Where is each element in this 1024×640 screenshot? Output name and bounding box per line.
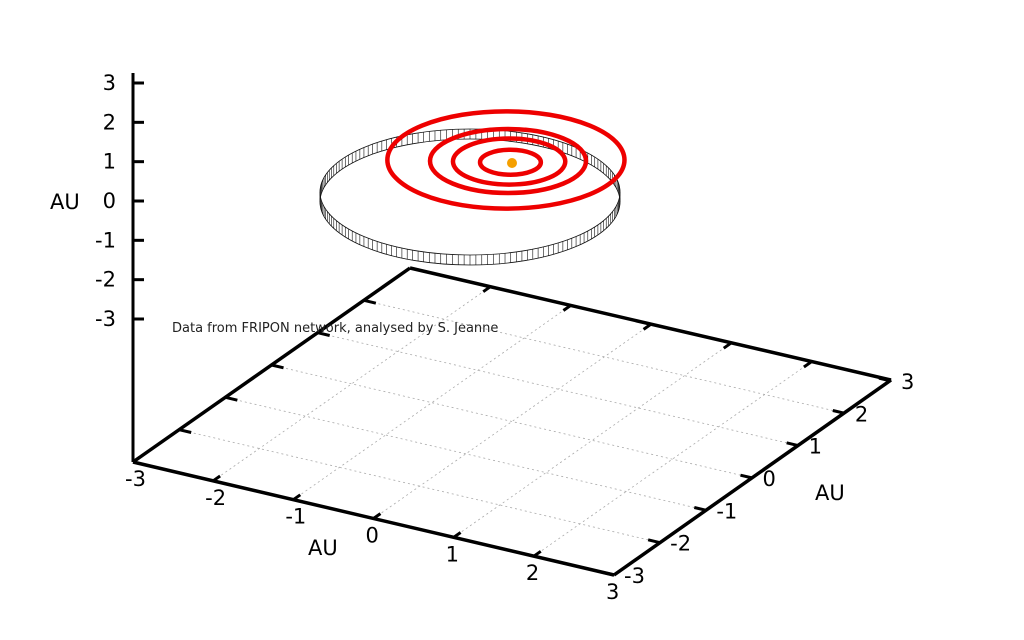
x-tick (212, 474, 221, 483)
grid-line-y (225, 396, 707, 511)
planet-orbit-ellipse (427, 126, 589, 196)
planet-orbit-ellipse (450, 136, 568, 187)
x-tick-label: 3 (606, 580, 619, 604)
x-axis-title: AU (308, 536, 338, 560)
z-tick-label: 0 (103, 189, 116, 213)
axis-ticks (132, 81, 892, 577)
y-tick-label: -2 (670, 532, 691, 556)
x-tick-label: 2 (526, 561, 539, 585)
z-tick-label: -3 (95, 307, 116, 331)
y-tick-label: -3 (624, 564, 645, 588)
z-tick-label: 3 (103, 71, 116, 95)
object-orbit-path (319, 128, 621, 256)
planet-orbit-ellipse (385, 109, 627, 211)
back-edge-tick (803, 360, 812, 369)
z-tick-label: -1 (95, 228, 116, 252)
left-edge-tick (363, 298, 377, 305)
data-credit-note: Data from FRIPON network, analysed by S.… (172, 321, 498, 336)
planet-orbits (385, 109, 627, 211)
x-tick (452, 531, 462, 539)
y-tick-label: 3 (901, 370, 914, 394)
x-tick (532, 550, 542, 558)
y-tick (740, 473, 753, 480)
x-tick (372, 512, 382, 520)
back-edge-tick (482, 285, 492, 293)
left-edge-tick (178, 428, 192, 434)
base-plane-grid (179, 286, 845, 557)
grid-line-x (212, 286, 491, 482)
back-edge-tick (642, 323, 652, 331)
x-tick-label: 0 (366, 524, 379, 548)
x-tick (292, 493, 302, 501)
y-tick (647, 538, 661, 545)
back-edge-tick (562, 304, 572, 312)
z-tick-label: 1 (103, 150, 116, 174)
planet-orbit-ellipse (477, 147, 544, 177)
x-tick-label: 1 (446, 542, 459, 566)
y-tick-label: 2 (855, 402, 868, 426)
y-tick-label: -1 (716, 499, 737, 523)
z-axis-title: AU (50, 190, 80, 214)
grid-line-y (271, 364, 753, 479)
grid-line-y (363, 299, 845, 414)
x-tick (132, 455, 141, 464)
x-tick-label: -3 (125, 467, 146, 491)
sun-marker (507, 158, 517, 168)
grid-line-x (373, 324, 651, 519)
y-tick (693, 506, 707, 512)
back-edge-line (409, 266, 892, 382)
object-orbit-shadow (319, 138, 621, 266)
y-tick (878, 376, 892, 383)
z-tick-label: 2 (103, 110, 116, 134)
left-edge-tick (271, 363, 284, 370)
x-tick-label: -1 (285, 505, 306, 529)
object-orbit (319, 128, 621, 266)
left-edge-tick (317, 331, 331, 337)
y-tick (786, 441, 800, 448)
y-tick (832, 409, 846, 415)
x-tick-label: -2 (205, 486, 226, 510)
y-tick-label: 0 (763, 467, 776, 491)
left-edge-tick (224, 395, 238, 402)
grid-line-x (293, 305, 571, 500)
base-plane-frame (131, 266, 893, 577)
y-tick-label: 1 (809, 435, 822, 459)
x-tick (613, 568, 622, 577)
back-edge-tick (722, 342, 732, 350)
y-tick (601, 570, 615, 577)
y-axis-title: AU (815, 481, 845, 505)
z-tick-label: -2 (95, 268, 116, 292)
grid-line-x (453, 343, 731, 538)
